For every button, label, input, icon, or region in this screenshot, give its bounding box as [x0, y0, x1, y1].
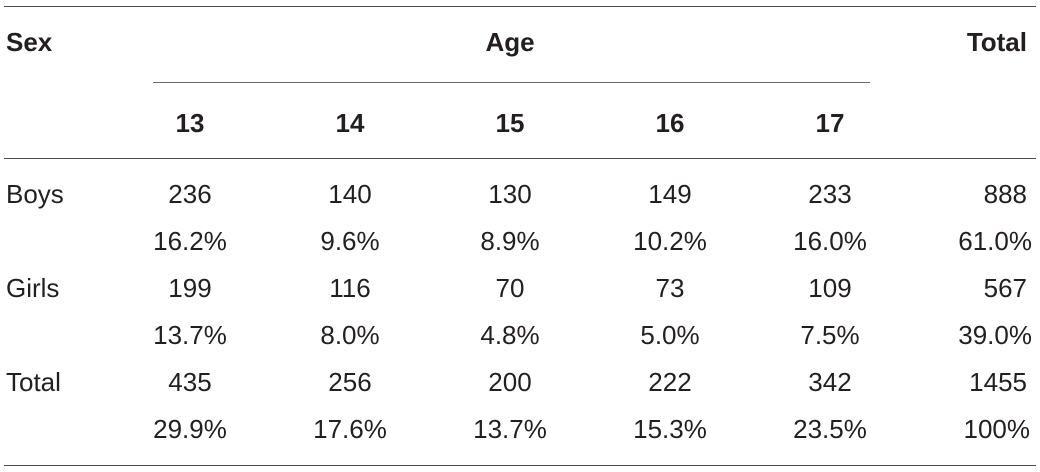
girls-count-13: 199	[168, 273, 212, 303]
boys-count-17: 233	[808, 179, 852, 209]
age-span-rule	[153, 82, 870, 83]
age-17-header: 17	[815, 108, 845, 138]
total-count-14: 256	[328, 367, 372, 397]
girls-count-15: 70	[495, 273, 525, 303]
boys-pct-16: 10.2%	[633, 226, 707, 256]
total-pct-17: 23.5%	[793, 414, 867, 444]
girls-pct-14: 8.0%	[320, 320, 380, 350]
total-count-13: 435	[168, 367, 212, 397]
total-header: Total	[966, 27, 1027, 57]
total-count-17: 342	[808, 367, 852, 397]
age-header: Age	[485, 27, 535, 57]
girls-count-16: 73	[655, 273, 685, 303]
boys-pct-17: 16.0%	[793, 226, 867, 256]
top-rule	[4, 6, 1036, 7]
row-label-girls: Girls	[6, 273, 60, 303]
sex-header: Sex	[6, 27, 53, 57]
girls-count-17: 109	[808, 273, 852, 303]
boys-count-16: 149	[648, 179, 692, 209]
age-16-header: 16	[655, 108, 685, 138]
total-count-16: 222	[648, 367, 692, 397]
header-rule	[4, 158, 1036, 159]
total-count-total: 1455	[969, 367, 1027, 397]
total-count-15: 200	[488, 367, 532, 397]
boys-count-total: 888	[983, 179, 1027, 209]
girls-pct-17: 7.5%	[800, 320, 860, 350]
total-pct-14: 17.6%	[313, 414, 387, 444]
age-15-header: 15	[495, 108, 525, 138]
bottom-rule	[4, 465, 1036, 466]
boys-count-15: 130	[488, 179, 532, 209]
girls-pct-15: 4.8%	[480, 320, 540, 350]
girls-pct-total: 39.0%	[958, 320, 1032, 350]
boys-pct-15: 8.9%	[480, 226, 540, 256]
boys-pct-13: 16.2%	[153, 226, 227, 256]
boys-pct-14: 9.6%	[320, 226, 380, 256]
age-13-header: 13	[175, 108, 205, 138]
total-pct-total: 100%	[963, 414, 1031, 444]
boys-count-14: 140	[328, 179, 372, 209]
girls-count-total: 567	[983, 273, 1027, 303]
row-label-total: Total	[6, 367, 61, 397]
boys-count-13: 236	[168, 179, 212, 209]
row-label-boys: Boys	[6, 179, 64, 209]
girls-count-14: 116	[329, 273, 371, 303]
girls-pct-13: 13.7%	[153, 320, 227, 350]
total-pct-16: 15.3%	[633, 414, 707, 444]
age-14-header: 14	[335, 108, 365, 138]
boys-pct-total: 61.0%	[958, 226, 1032, 256]
total-pct-15: 13.7%	[473, 414, 547, 444]
girls-pct-16: 5.0%	[640, 320, 700, 350]
total-pct-13: 29.9%	[153, 414, 227, 444]
